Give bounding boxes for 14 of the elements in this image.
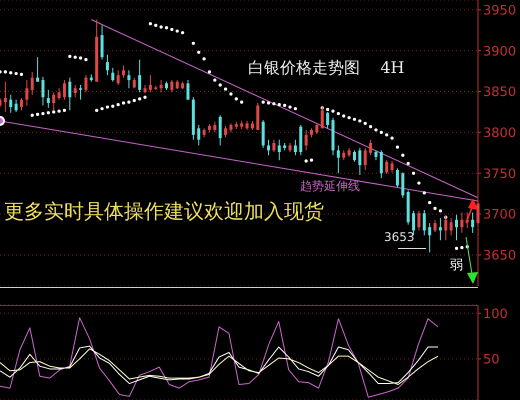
y-tick-label: 100: [483, 306, 508, 322]
annotation: 趋势延伸线: [300, 178, 360, 195]
y-tick-label: 3900: [483, 44, 516, 60]
y-tick-label: 3800: [483, 126, 516, 141]
y-tick-label: 3950: [483, 3, 516, 18]
text: 白银价格走势图 4H: [248, 58, 404, 79]
annotation: 弱: [450, 257, 463, 274]
annotation: 更多实时具体操作建议欢迎加入现货: [4, 198, 324, 225]
y-tick-label: 3850: [483, 85, 516, 100]
y-tick-label: 3700: [483, 208, 516, 223]
y-tick-label: 50: [483, 352, 500, 368]
y-tick-label: 3650: [483, 248, 516, 264]
annotation: 3653: [384, 230, 415, 244]
y-tick-label: 3750: [483, 166, 516, 182]
